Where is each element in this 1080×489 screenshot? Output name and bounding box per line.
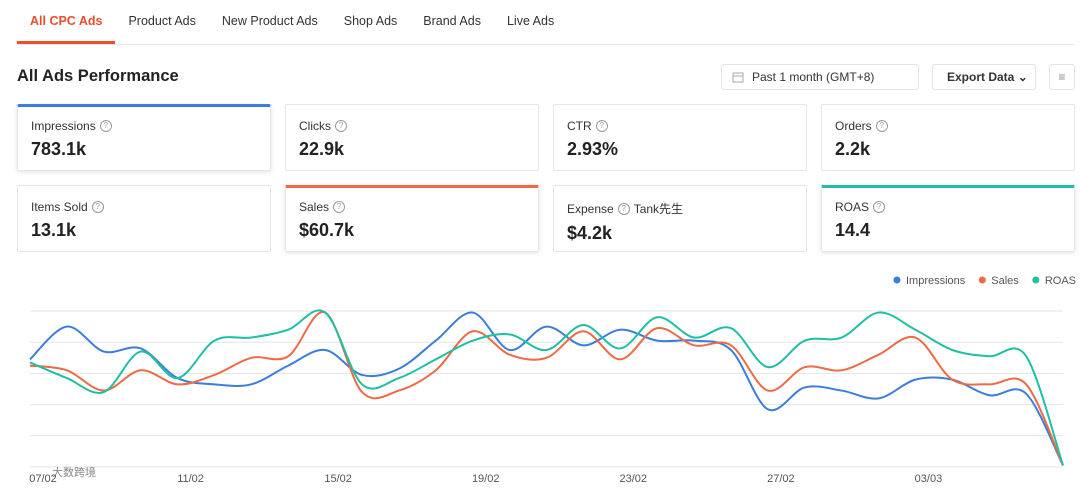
card-label: ROAS — [835, 200, 870, 214]
x-tick-label: 03/03 — [915, 473, 943, 485]
x-tick-label: 19/02 — [472, 473, 500, 485]
metric-card[interactable]: Impressions? 783.1k — [17, 104, 271, 171]
card-label-row: ROAS? — [835, 200, 1061, 214]
series-line — [29, 311, 1064, 466]
help-icon: ? — [875, 120, 888, 132]
tab[interactable]: Product Ads — [128, 14, 196, 28]
menu-button[interactable]: ≡ — [1049, 64, 1075, 90]
x-tick-label: 27/02 — [767, 473, 795, 485]
card-label-row: Clicks? — [299, 119, 525, 133]
divider — [17, 44, 1075, 45]
card-label: Items Sold — [31, 200, 88, 214]
export-button[interactable]: Export Data ⌄ — [932, 64, 1036, 90]
help-icon: ? — [99, 120, 112, 132]
card-label: Clicks — [299, 119, 331, 133]
metric-card[interactable]: Items Sold? 13.1k — [17, 185, 271, 252]
help-icon: ? — [333, 201, 346, 213]
card-label: Sales — [299, 200, 330, 214]
card-label: Expense — [567, 201, 614, 216]
series-line — [29, 309, 1064, 466]
card-label-row: Impressions? — [31, 119, 257, 133]
help-icon: ? — [91, 201, 104, 213]
tab[interactable]: All CPC Ads — [17, 0, 116, 44]
card-value: 783.1k — [31, 139, 87, 159]
page-title: All Ads Performance — [17, 67, 179, 85]
card-value: 2.2k — [835, 139, 871, 159]
metric-cards: Impressions? 783.1k Clicks? 22.9k CTR? 2.93% O… — [17, 104, 1075, 252]
card-value: $60.7k — [299, 220, 355, 240]
calendar-icon — [732, 72, 744, 83]
x-tick-label: 11/02 — [177, 473, 204, 485]
tab[interactable]: Brand Ads — [423, 14, 481, 28]
card-label-row: CTR? — [567, 119, 793, 133]
x-tick-label: 23/02 — [620, 473, 648, 485]
metric-card[interactable]: Expense? Tank先生 $4.2k — [553, 185, 807, 252]
metric-card[interactable]: CTR? 2.93% — [553, 104, 807, 171]
tab[interactable]: Live Ads — [506, 14, 555, 28]
help-icon: ? — [335, 120, 347, 132]
legend-dot — [978, 276, 986, 284]
legend-label: ROAS — [1045, 275, 1076, 287]
metric-card[interactable]: Sales? $60.7k — [285, 185, 539, 252]
card-label: Impressions — [31, 119, 96, 133]
metric-card[interactable]: Orders? 2.2k — [821, 104, 1075, 171]
card-value: 22.9k — [299, 139, 345, 159]
card-label-row: Items Sold? — [31, 200, 257, 214]
x-tick-label: 15/02 — [324, 473, 352, 485]
date-range: Past 1 month (GMT+8) — [752, 70, 875, 84]
card-value: 13.1k — [31, 220, 77, 240]
card-label: Orders — [835, 119, 872, 133]
series-line — [29, 311, 1064, 466]
x-tick-label: 07/02 — [29, 473, 57, 485]
legend-dot — [1032, 276, 1040, 284]
watermark: 大数跨境 — [52, 465, 96, 479]
metric-card[interactable]: Clicks? 22.9k — [285, 104, 539, 171]
card-value: 2.93% — [567, 139, 619, 159]
card-value: $4.2k — [567, 223, 613, 243]
tab[interactable]: Shop Ads — [343, 14, 398, 28]
tab[interactable]: New Product Ads — [221, 14, 318, 28]
card-value: 14.4 — [835, 220, 871, 240]
help-icon: ? — [617, 202, 630, 215]
help-icon: ? — [595, 120, 608, 132]
help-icon: ? — [873, 201, 886, 213]
card-label: CTR — [567, 119, 592, 133]
legend-label: Sales — [991, 275, 1019, 287]
card-label-row: Expense? Tank先生 — [567, 200, 793, 217]
card-label-row: Sales? — [299, 200, 525, 214]
legend-label: Impressions — [906, 275, 966, 287]
card-label-row: Orders? — [835, 119, 1061, 133]
chart: 07/02 11/02 15/02 19/02 23/02 27/02 03/03 ROAS S… — [29, 275, 1076, 485]
card-note: Tank先生 — [633, 202, 684, 216]
export-label: Export Data — [947, 70, 1015, 84]
metric-card[interactable]: ROAS? 14.4 — [821, 185, 1075, 252]
date-picker[interactable]: Past 1 month (GMT+8) — [721, 64, 919, 90]
legend-dot — [893, 276, 901, 284]
tab-bar: All CPC Ads Product Ads New Product Ads Sho… — [17, 0, 567, 44]
